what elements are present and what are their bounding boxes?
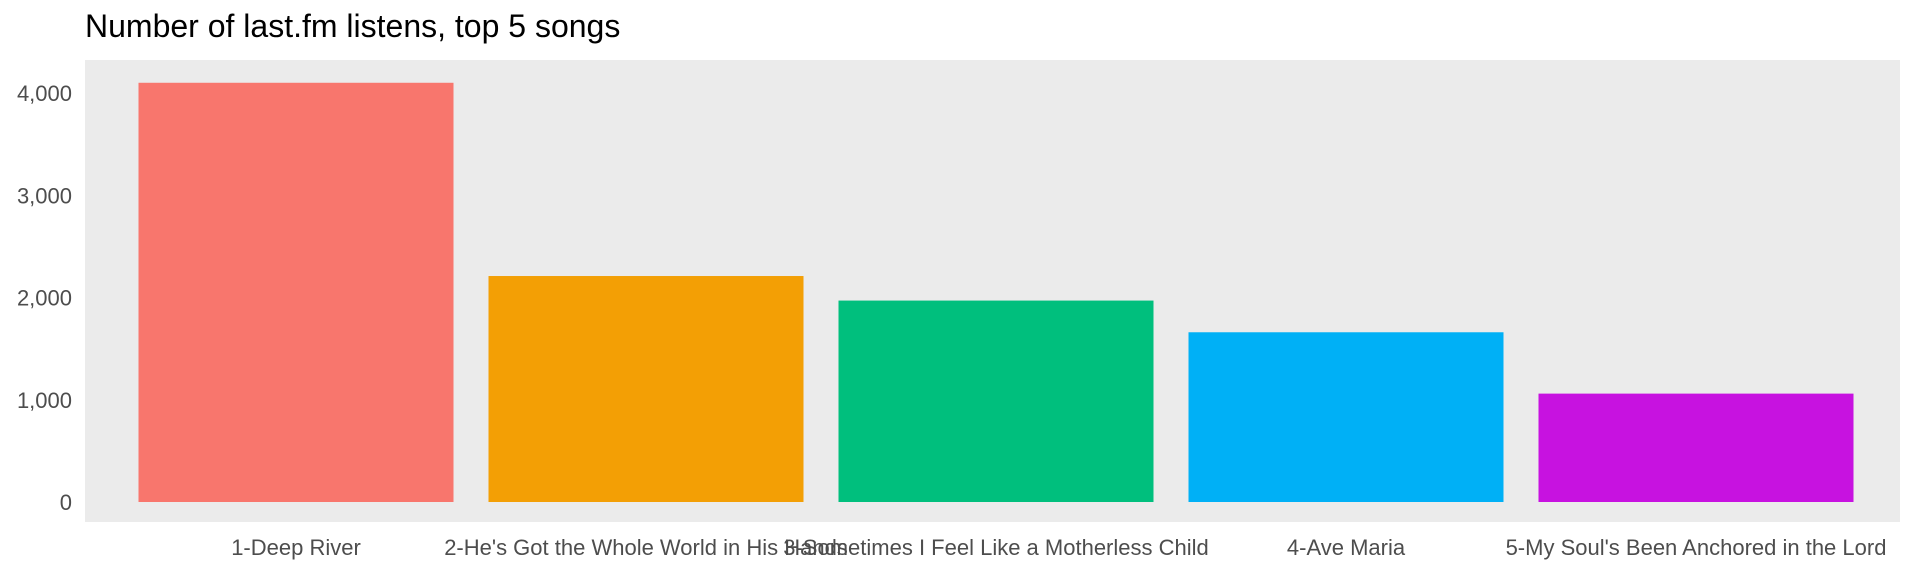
x-tick-label: 3-Sometimes I Feel Like a Motherless Chi…: [783, 535, 1209, 560]
x-tick-label: 4-Ave Maria: [1287, 535, 1406, 560]
bar-4: [1188, 332, 1504, 502]
chart-title: Number of last.fm listens, top 5 songs: [85, 8, 621, 44]
y-tick-label: 4,000: [17, 81, 72, 106]
x-tick-label: 2-He's Got the Whole World in His Hands: [444, 535, 848, 560]
y-tick-label: 0: [60, 490, 72, 515]
bar-1: [138, 82, 454, 503]
x-tick-label: 1-Deep River: [231, 535, 361, 560]
bars: [138, 82, 1854, 503]
bar-2: [488, 276, 804, 502]
x-tick-label: 5-My Soul's Been Anchored in the Lord: [1506, 535, 1887, 560]
y-tick-label: 3,000: [17, 183, 72, 208]
bar-5: [1538, 393, 1854, 502]
x-axis: 1-Deep River 2-He's Got the Whole World i…: [231, 535, 1886, 560]
bar-3: [838, 300, 1154, 502]
y-tick-label: 2,000: [17, 286, 72, 311]
y-tick-label: 1,000: [17, 388, 72, 413]
y-axis: 0 1,000 2,000 3,000 4,000: [17, 81, 72, 515]
